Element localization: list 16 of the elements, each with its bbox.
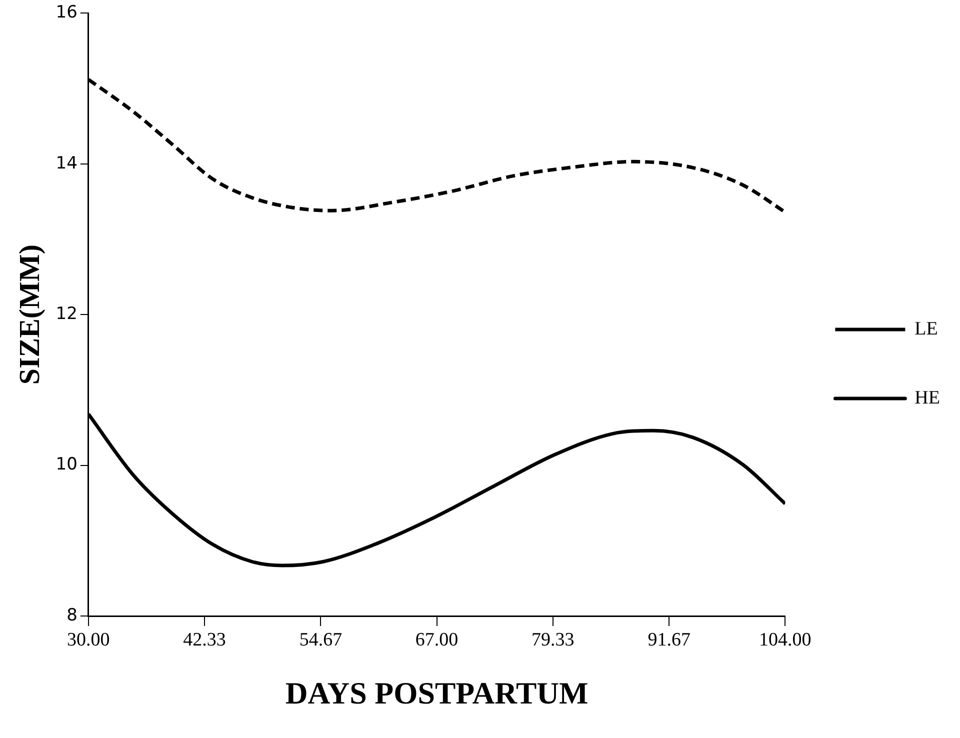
x-tick-label: 54.67	[299, 629, 342, 650]
x-tick-label: 79.33	[532, 629, 574, 650]
x-tick-label: 42.33	[183, 629, 226, 650]
x-tick-label: 104.00	[759, 629, 812, 650]
x-tick-label: 30.00	[67, 629, 110, 650]
y-tick-label: 8	[66, 605, 78, 626]
y-axis-title: SIZE(MM)	[14, 244, 46, 385]
x-axis-title: DAYS POSTPARTUM	[285, 675, 588, 710]
y-tick-label: 16	[56, 2, 78, 23]
x-tick-label: 91.67	[648, 629, 690, 650]
x-tick-label: 67.00	[415, 629, 458, 650]
y-tick-label: 10	[56, 454, 78, 475]
y-tick-label: 14	[56, 153, 78, 174]
legend-label: LE	[914, 318, 938, 340]
legend-label: HE	[914, 387, 940, 408]
y-tick-label: 12	[56, 304, 78, 324]
